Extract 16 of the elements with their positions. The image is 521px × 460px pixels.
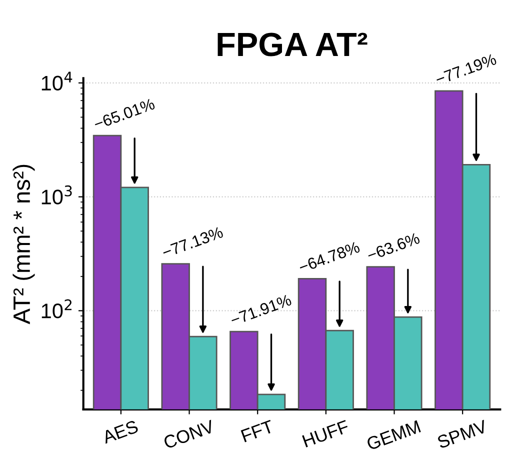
annotation: −63.6% bbox=[366, 232, 420, 262]
annotation: −64.78% bbox=[298, 241, 360, 274]
y-tick-label: 10$^{4}$ bbox=[42, 72, 72, 91]
y-axis-title: AT² (mm² * ns²) bbox=[12, 164, 35, 324]
y-tick-label: 10$^{2}$ bbox=[42, 299, 72, 318]
x-tick-label: AES bbox=[101, 420, 139, 444]
chart-title: FPGA AT² bbox=[218, 32, 368, 56]
x-tick-label: SPMV bbox=[436, 420, 488, 449]
annotation: −65.01% bbox=[93, 98, 156, 130]
y-tick-label: 10$^{3}$ bbox=[42, 185, 72, 204]
x-tick-label: GEMM bbox=[366, 420, 421, 450]
x-tick-label: CONV bbox=[162, 420, 216, 450]
x-tick-label: HUFF bbox=[302, 420, 350, 448]
annotation: −77.13% bbox=[161, 226, 224, 258]
annotation: −71.91% bbox=[230, 294, 292, 326]
x-tick-label: FFT bbox=[240, 420, 274, 442]
